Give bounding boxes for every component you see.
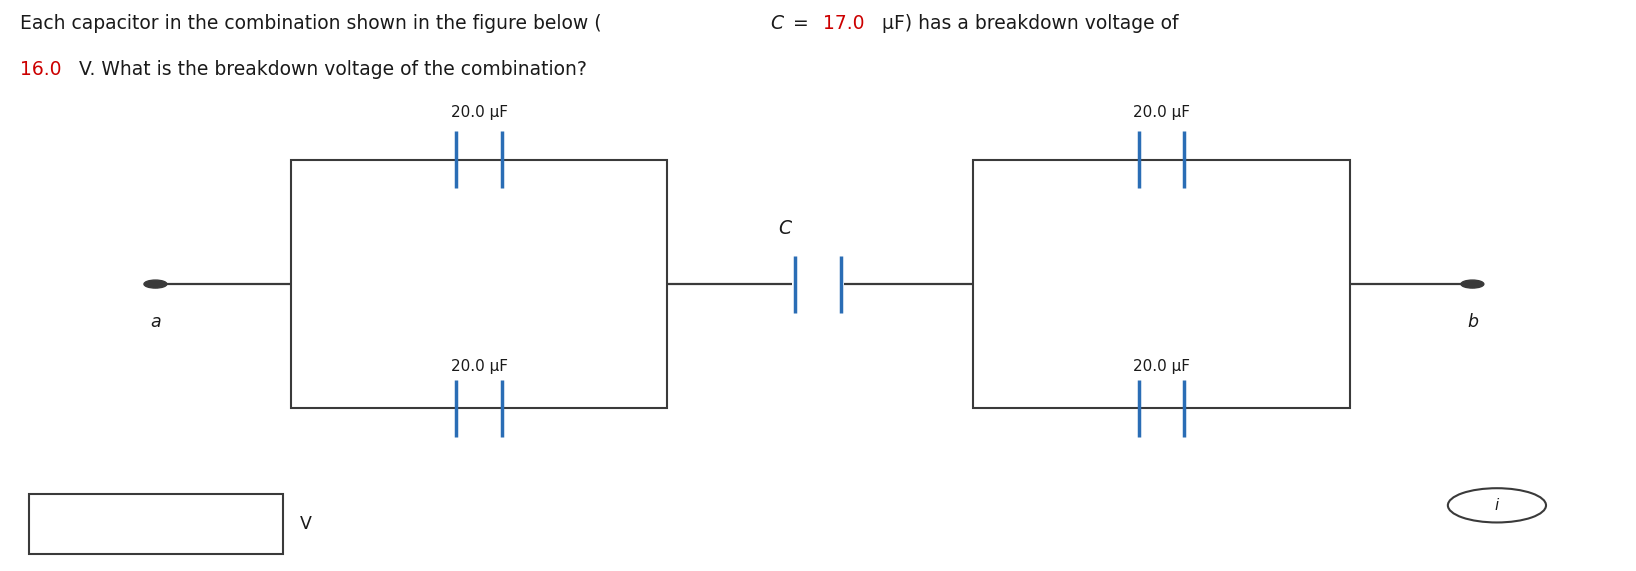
Text: 16.0: 16.0 (20, 60, 61, 79)
Text: 17.0: 17.0 (823, 14, 864, 33)
Text: 20.0 μF: 20.0 μF (1134, 359, 1189, 374)
Text: 20.0 μF: 20.0 μF (1134, 105, 1189, 120)
Text: Each capacitor in the combination shown in the figure below (: Each capacitor in the combination shown … (20, 14, 602, 33)
Text: =: = (787, 14, 815, 33)
Text: b: b (1467, 313, 1477, 331)
Text: C: C (779, 219, 792, 239)
Text: i: i (1495, 498, 1499, 513)
Text: C: C (771, 14, 784, 33)
Bar (291, 160, 667, 408)
Text: 20.0 μF: 20.0 μF (452, 359, 507, 374)
Bar (973, 160, 1350, 408)
Circle shape (1461, 280, 1484, 288)
Text: 20.0 μF: 20.0 μF (452, 105, 507, 120)
Text: μF) has a breakdown voltage of: μF) has a breakdown voltage of (877, 14, 1180, 33)
Text: V. What is the breakdown voltage of the combination?: V. What is the breakdown voltage of the … (74, 60, 587, 79)
Bar (29, 494, 283, 554)
Text: a: a (151, 313, 160, 331)
Circle shape (144, 280, 167, 288)
Text: V: V (299, 515, 311, 533)
